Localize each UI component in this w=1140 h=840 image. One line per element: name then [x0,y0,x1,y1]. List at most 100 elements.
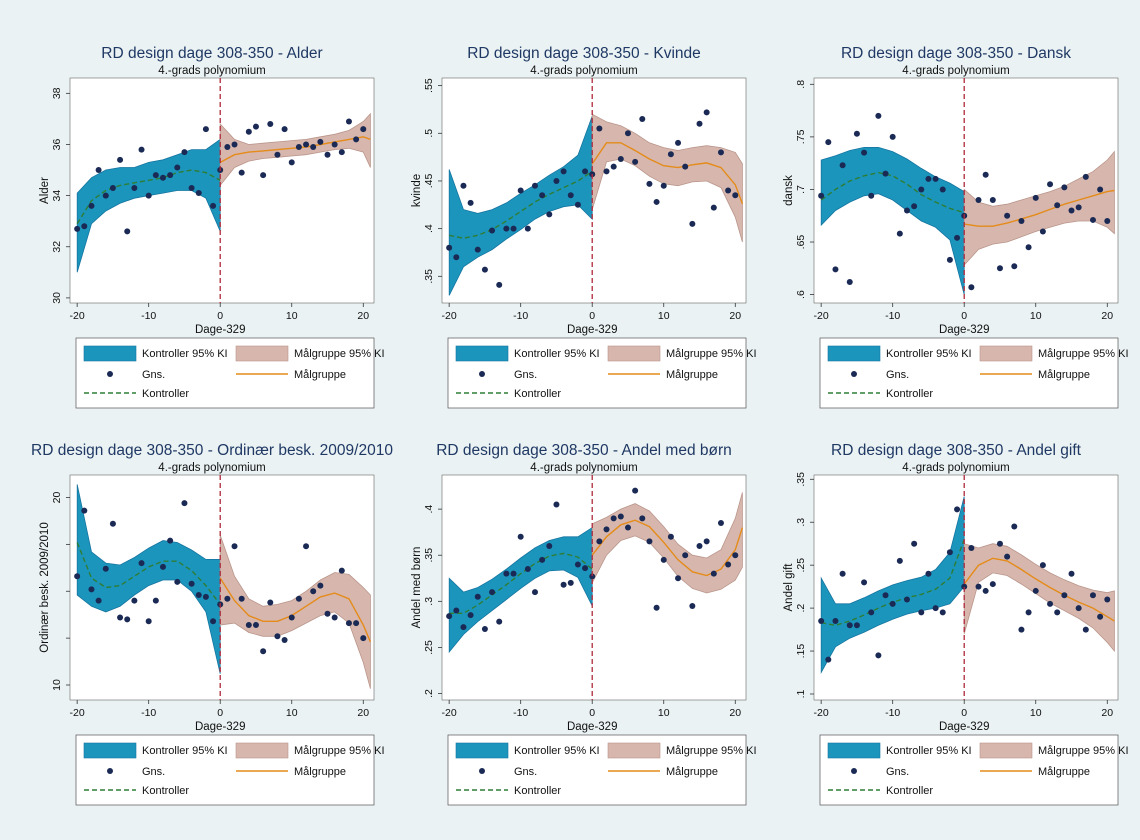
y-tick-label: .4 [423,505,435,514]
mean-point [1082,626,1089,633]
mean-point [210,202,217,209]
mean-point [582,565,589,572]
mean-point [667,151,674,158]
legend-swatch-target-band [607,742,661,759]
target-fit-line [964,189,1115,227]
mean-point [574,561,581,568]
mean-point [1025,244,1032,251]
x-tick-label: 10 [658,707,670,719]
mean-point [131,184,138,191]
mean-point [725,561,732,568]
mean-point [303,543,310,550]
y-axis-label: Alder [39,177,51,204]
mean-point [982,587,989,594]
x-tick-label: -10 [513,707,528,719]
mean-point [653,198,660,205]
mean-point [853,130,860,137]
legend-swatch-target-band [235,345,289,362]
legend-swatch-mean-dot [851,768,857,774]
mean-point [1018,217,1025,224]
mean-point [88,202,95,209]
mean-point [317,138,324,145]
mean-point [331,141,338,148]
mean-point [624,524,631,531]
mean-point [975,583,982,590]
chart-title: RD design dage 308-350 - Ordinær besk. 2… [31,442,393,459]
mean-point [818,192,825,199]
mean-point [74,573,81,580]
mean-point [1104,596,1111,603]
mean-point [818,617,825,624]
y-axis-label: Andel gift [783,563,795,612]
mean-point [546,543,553,550]
mean-point [195,190,202,197]
mean-point [603,168,610,175]
legend-label-mean-dot: Gns. [514,369,537,381]
y-axis-label: Andel med børn [411,547,423,629]
legend-label-control-line: Kontroller [514,785,561,797]
mean-point [1097,186,1104,193]
mean-point [925,570,932,577]
x-tick-label: 10 [1030,310,1042,322]
y-tick-label: .5 [423,129,435,138]
mean-point [474,593,481,600]
mean-point [1054,202,1061,209]
control-fit-line [449,552,593,614]
mean-point [288,159,295,166]
mean-point [109,184,116,191]
control-fit-line [820,171,965,214]
y-tick-label: .55 [423,78,435,93]
legend-label-control-band: Kontroller 95% KI [514,745,600,757]
mean-point [174,578,181,585]
y-axis-label: Ordinær besk. 2009/2010 [39,522,51,652]
mean-point [1039,562,1046,569]
chart-panel: RD design dage 308-350 - Dansk 4.-grads p… [752,38,1129,443]
y-tick-label: .25 [795,558,807,573]
y-tick-label: 30 [51,292,63,304]
mean-point [675,139,682,146]
mean-point [303,141,310,148]
mean-point [181,149,188,156]
mean-point [324,610,331,617]
mean-point [1032,587,1039,594]
target-fit-line [963,557,1115,622]
plot-layer [446,487,744,654]
mean-point [260,172,267,179]
chart-subtitle: 4.-grads polynomium [902,462,1009,474]
mean-point [531,182,538,189]
legend-label-target-band: Målgruppe 95% KI [1038,745,1129,757]
mean-point [345,118,352,125]
mean-point [710,204,717,211]
mean-point [1068,207,1075,214]
legend-label-control-band: Kontroller 95% KI [142,745,228,757]
mean-point [703,109,710,116]
mean-point [689,602,696,609]
mean-point [918,186,925,193]
mean-point [453,254,460,261]
mean-point [853,622,860,629]
mean-point [882,170,889,177]
mean-point [725,187,732,194]
mean-point [868,192,875,199]
chart-panel: RD design dage 308-350 - Andel gift 4.-gr… [752,435,1129,840]
mean-point [889,600,896,607]
legend-label-mean-dot: Gns. [142,369,165,381]
mean-point [567,192,574,199]
mean-point [496,618,503,625]
plot-layer [818,112,1115,295]
mean-point [861,149,868,156]
mean-point [274,633,281,640]
x-tick-label: -20 [814,707,829,719]
legend-swatch-mean-dot [107,768,113,774]
mean-point [245,128,252,135]
chart-svg: RD design dage 308-350 - Ordinær besk. 2… [31,442,393,806]
mean-point [682,552,689,559]
mean-point [460,182,467,189]
target-fit-line [591,519,744,577]
control-fit-line [76,542,221,605]
mean-point [1089,592,1096,599]
y-tick-label: .35 [795,472,807,487]
mean-point [295,595,302,602]
x-tick-label: 0 [589,707,595,719]
